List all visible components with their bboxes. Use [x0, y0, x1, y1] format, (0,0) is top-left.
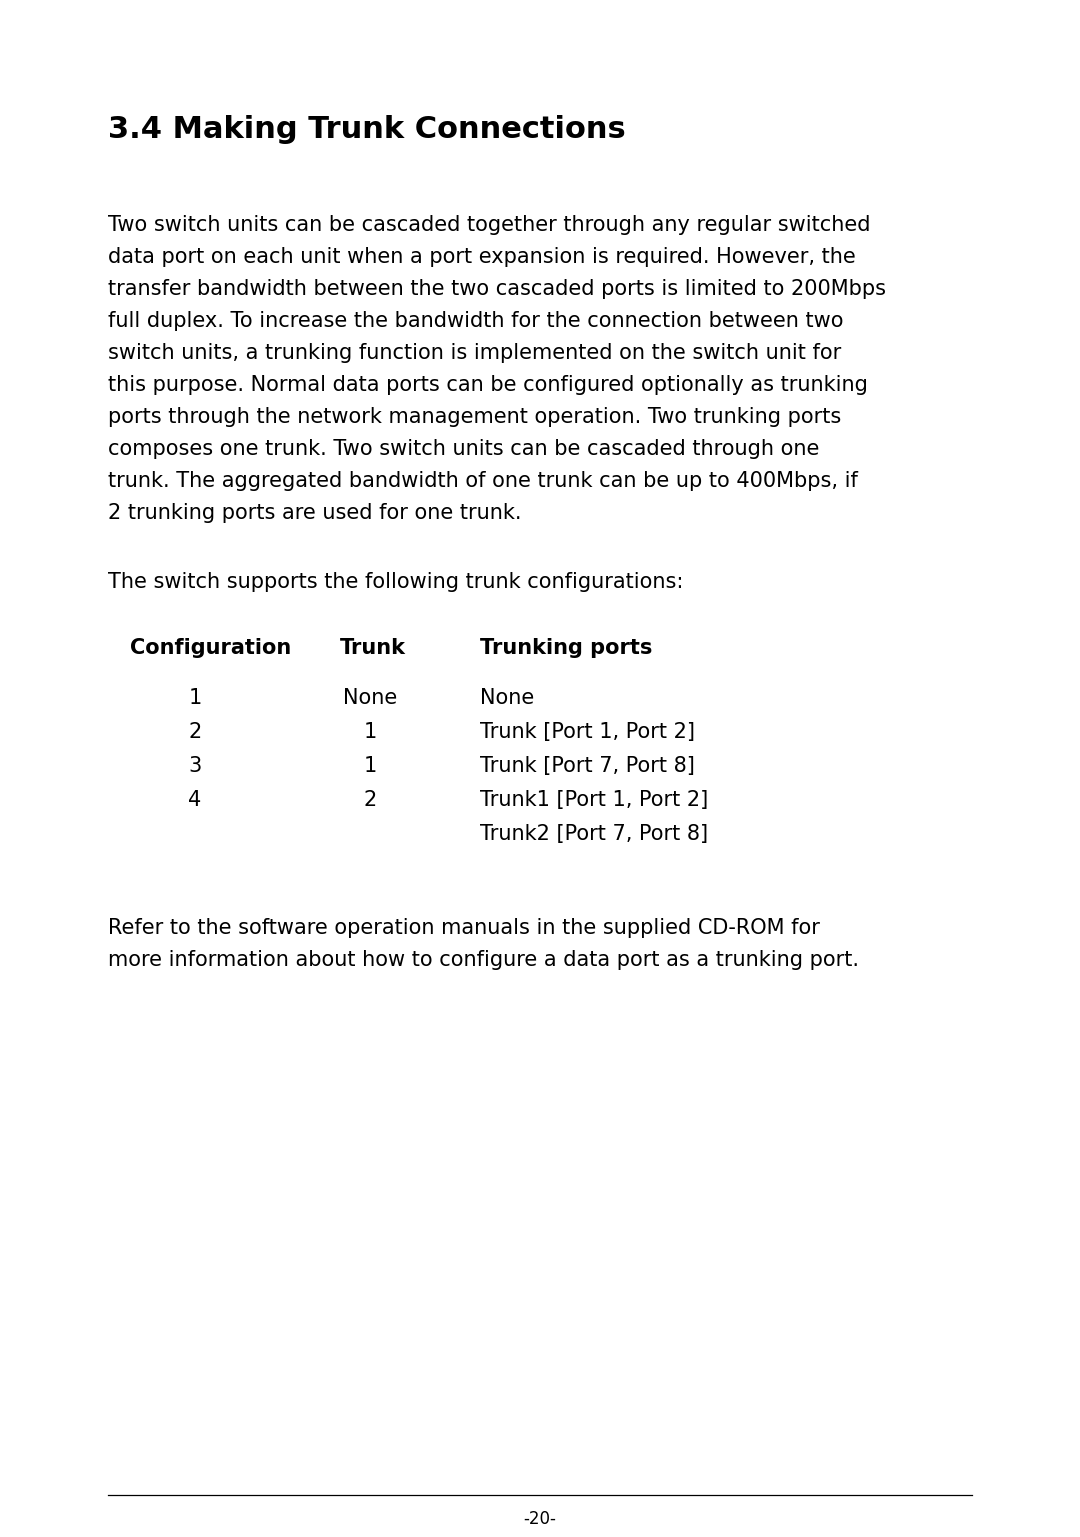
- Text: 1: 1: [363, 722, 377, 742]
- Text: more information about how to configure a data port as a trunking port.: more information about how to configure …: [108, 950, 859, 970]
- Text: full duplex. To increase the bandwidth for the connection between two: full duplex. To increase the bandwidth f…: [108, 310, 843, 330]
- Text: Trunk: Trunk: [340, 638, 406, 658]
- Text: 2: 2: [188, 722, 202, 742]
- Text: Trunk1 [Port 1, Port 2]: Trunk1 [Port 1, Port 2]: [480, 790, 708, 810]
- Text: switch units, a trunking function is implemented on the switch unit for: switch units, a trunking function is imp…: [108, 343, 841, 363]
- Text: -20-: -20-: [524, 1509, 556, 1528]
- Text: transfer bandwidth between the two cascaded ports is limited to 200Mbps: transfer bandwidth between the two casca…: [108, 280, 886, 300]
- Text: Two switch units can be cascaded together through any regular switched: Two switch units can be cascaded togethe…: [108, 215, 870, 235]
- Text: 4: 4: [188, 790, 202, 810]
- Text: data port on each unit when a port expansion is required. However, the: data port on each unit when a port expan…: [108, 247, 855, 267]
- Text: Configuration: Configuration: [130, 638, 292, 658]
- Text: Trunk2 [Port 7, Port 8]: Trunk2 [Port 7, Port 8]: [480, 824, 708, 844]
- Text: 2: 2: [363, 790, 377, 810]
- Text: Trunking ports: Trunking ports: [480, 638, 652, 658]
- Text: The switch supports the following trunk configurations:: The switch supports the following trunk …: [108, 572, 684, 592]
- Text: Refer to the software operation manuals in the supplied CD-ROM for: Refer to the software operation manuals …: [108, 918, 820, 938]
- Text: None: None: [480, 689, 535, 709]
- Text: this purpose. Normal data ports can be configured optionally as trunking: this purpose. Normal data ports can be c…: [108, 375, 868, 395]
- Text: trunk. The aggregated bandwidth of one trunk can be up to 400Mbps, if: trunk. The aggregated bandwidth of one t…: [108, 470, 858, 490]
- Text: None: None: [342, 689, 397, 709]
- Text: 3: 3: [188, 756, 202, 776]
- Text: Trunk [Port 7, Port 8]: Trunk [Port 7, Port 8]: [480, 756, 694, 776]
- Text: Trunk [Port 1, Port 2]: Trunk [Port 1, Port 2]: [480, 722, 696, 742]
- Text: 1: 1: [188, 689, 202, 709]
- Text: 2 trunking ports are used for one trunk.: 2 trunking ports are used for one trunk.: [108, 503, 522, 523]
- Text: ports through the network management operation. Two trunking ports: ports through the network management ope…: [108, 407, 841, 427]
- Text: 1: 1: [363, 756, 377, 776]
- Text: composes one trunk. Two switch units can be cascaded through one: composes one trunk. Two switch units can…: [108, 440, 820, 460]
- Text: 3.4 Making Trunk Connections: 3.4 Making Trunk Connections: [108, 115, 625, 144]
